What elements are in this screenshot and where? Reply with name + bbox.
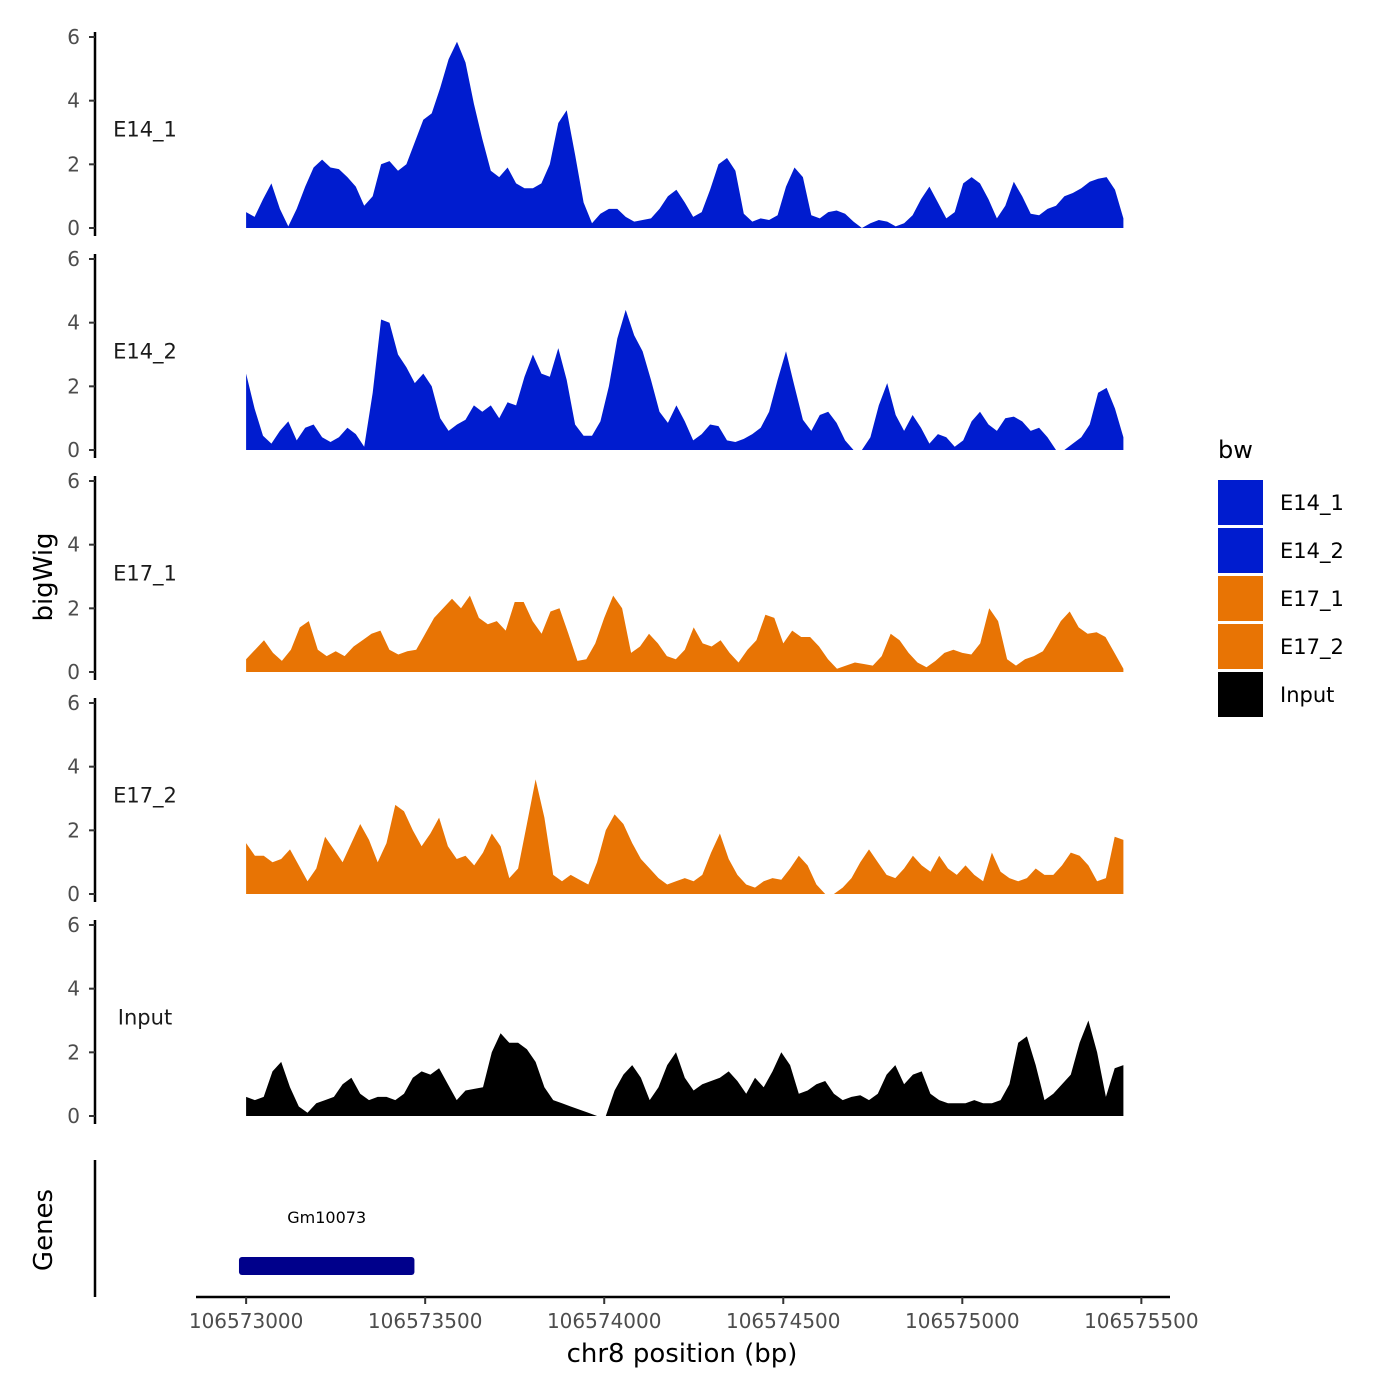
tracks-group: 0 2 4 6 E14_1 0 2 4 6 E14_2 0 2 4 6 E17_1 0 2 4 6 E17_2 0 2 4 6… [67, 25, 1124, 1128]
legend-key-E14_1 [1218, 480, 1263, 525]
legend-key-E14_2 [1218, 528, 1263, 573]
y-tick-label-E17_1-2: 2 [67, 596, 80, 620]
legend-key-E17_2 [1218, 624, 1263, 669]
y-tick-label-E17_2-0: 0 [67, 882, 80, 906]
y-tick-label-Input-6: 6 [67, 913, 80, 937]
x-tick-label-106573500: 106573500 [368, 1309, 483, 1333]
y-tick-label-E14_1-4: 4 [67, 89, 80, 113]
legend-label-E14_1: E14_1 [1280, 491, 1344, 516]
y-tick-label-Input-2: 2 [67, 1040, 80, 1064]
y-tick-label-E14_2-4: 4 [67, 311, 80, 335]
x-tick-label-106574000: 106574000 [547, 1309, 662, 1333]
y-tick-label-E14_2-0: 0 [67, 438, 80, 462]
y-tick-label-E14_1-6: 6 [67, 25, 80, 49]
track-label-E17_1: E17_1 [113, 561, 177, 586]
y-tick-label-E14_1-0: 0 [67, 216, 80, 240]
legend-key-E17_1 [1218, 576, 1263, 621]
x-tick-label-106573000: 106573000 [189, 1309, 304, 1333]
y-tick-label-E17_1-4: 4 [67, 533, 80, 557]
track-E17_1: 0 2 4 6 E17_1 [67, 469, 1124, 684]
legend-label-E14_2: E14_2 [1280, 539, 1344, 564]
legend-label-E17_2: E17_2 [1280, 635, 1344, 660]
area-E17_2 [246, 779, 1124, 894]
gene-label-Gm10073: Gm10073 [287, 1208, 366, 1227]
y-tick-label-E17_1-6: 6 [67, 469, 80, 493]
x-axis-title: chr8 position (bp) [567, 1339, 798, 1369]
track-E14_1: 0 2 4 6 E14_1 [67, 25, 1124, 240]
legend: bw E14_1 E14_2 E17_1 E17_2 Input [1218, 436, 1344, 717]
x-tick-label-106575500: 106575500 [1084, 1309, 1199, 1333]
track-label-E14_1: E14_1 [113, 117, 177, 142]
legend-label-Input: Input [1280, 683, 1334, 707]
track-Input: 0 2 4 6 Input [67, 913, 1124, 1128]
y-tick-label-E14_2-6: 6 [67, 247, 80, 271]
legend-label-E17_1: E17_1 [1280, 587, 1344, 612]
x-tick-label-106575000: 106575000 [905, 1309, 1020, 1333]
y-tick-label-E17_1-0: 0 [67, 660, 80, 684]
y-tick-label-E17_2-4: 4 [67, 755, 80, 779]
x-tick-label-106574500: 106574500 [726, 1309, 841, 1333]
area-Input [246, 1020, 1124, 1116]
y-tick-label-E14_2-2: 2 [67, 374, 80, 398]
track-label-E14_2: E14_2 [113, 339, 177, 364]
y-tick-label-E17_2-6: 6 [67, 691, 80, 715]
track-E17_2: 0 2 4 6 E17_2 [67, 691, 1124, 906]
track-label-E17_2: E17_2 [113, 783, 177, 808]
x-axis: 106573000 106573500 106574000 106574500 1065… [189, 1295, 1199, 1333]
y-tick-label-E14_1-2: 2 [67, 152, 80, 176]
area-E17_1 [246, 595, 1124, 672]
legend-key-Input [1218, 672, 1263, 717]
track-E14_2: 0 2 4 6 E14_2 [67, 247, 1124, 462]
genes-track-title: Genes [29, 1189, 59, 1271]
area-E14_1 [246, 41, 1124, 228]
y-axis-title: bigWig [29, 532, 59, 621]
genes-group: Gm10073 [93, 1160, 415, 1297]
gene-bar-Gm10073 [238, 1257, 415, 1275]
area-E14_2 [246, 309, 1124, 450]
y-tick-label-E17_2-2: 2 [67, 818, 80, 842]
track-label-Input: Input [118, 1005, 172, 1029]
y-tick-label-Input-0: 0 [67, 1104, 80, 1128]
y-tick-label-Input-4: 4 [67, 977, 80, 1001]
legend-title: bw [1218, 436, 1253, 464]
